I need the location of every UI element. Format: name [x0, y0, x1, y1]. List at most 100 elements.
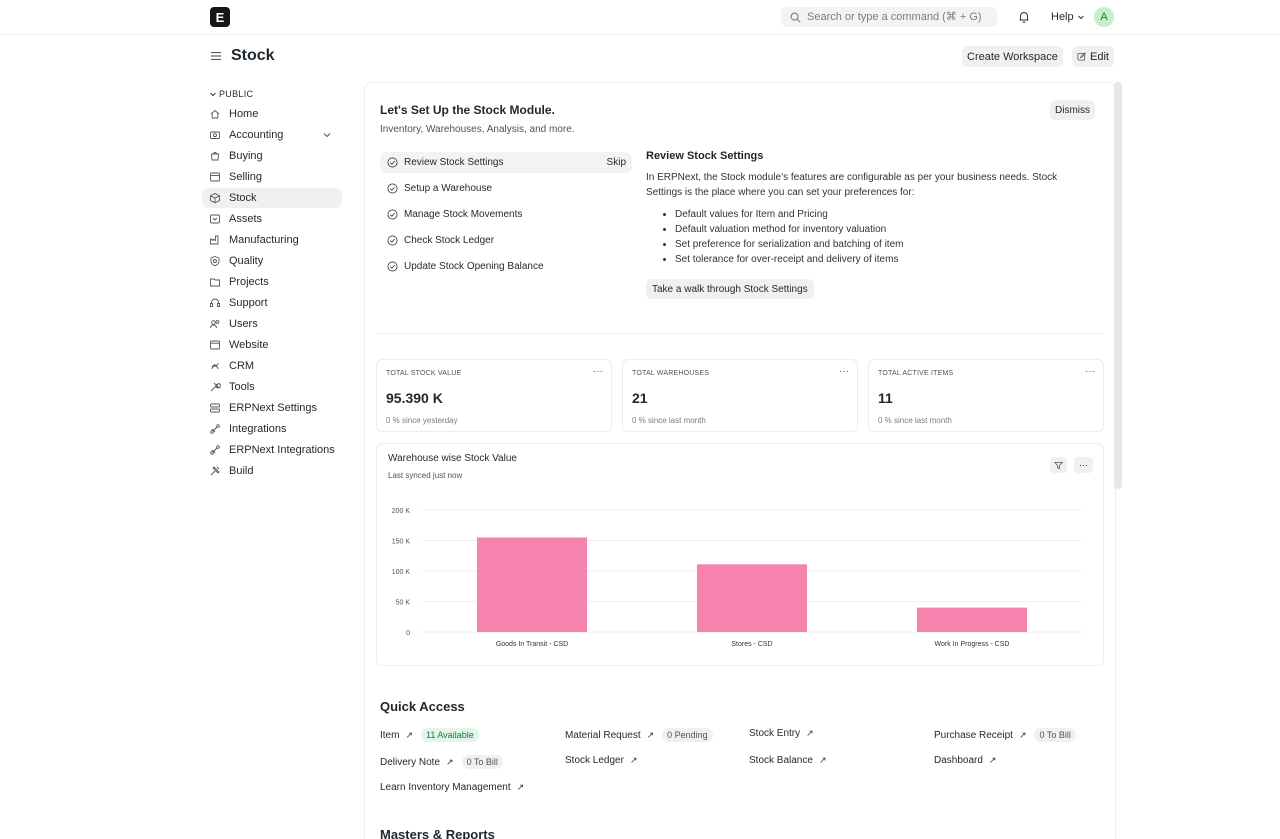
count-badge: 11 Available [421, 728, 479, 742]
search-input[interactable] [807, 11, 987, 23]
chart-more-button[interactable]: ··· [1074, 457, 1093, 473]
sidebar-item-crm[interactable]: CRM [202, 356, 342, 376]
onboarding-step[interactable]: Update Stock Opening Balance [380, 256, 632, 277]
dismiss-button[interactable]: Dismiss [1050, 100, 1095, 120]
more-options-icon[interactable]: ··· [839, 366, 849, 377]
chart-bar[interactable] [917, 607, 1027, 632]
sidebar-item-website[interactable]: Website [202, 335, 342, 355]
number-card-change: 0 % since last month [878, 416, 952, 425]
integrations-icon [210, 424, 220, 434]
app-logo[interactable]: E [210, 7, 230, 27]
chart-filter-button[interactable] [1050, 457, 1067, 473]
home-icon [210, 109, 220, 119]
sidebar-item-label: Selling [229, 171, 263, 183]
help-label: Help [1051, 11, 1074, 23]
create-workspace-button[interactable]: Create Workspace [962, 46, 1063, 67]
number-card-total-warehouses[interactable]: TOTAL WAREHOUSES ··· 21 0 % since last m… [622, 359, 858, 432]
quick-access-purchase-receipt[interactable]: Purchase Receipt ↗ 0 To Bill [934, 728, 1076, 742]
number-card-label: TOTAL WAREHOUSES [632, 370, 710, 377]
quick-access-material-request[interactable]: Material Request ↗ 0 Pending [565, 728, 713, 742]
y-tick-label: 200 K [392, 508, 411, 515]
quick-access-label: Material Request [565, 729, 641, 741]
sidebar-item-label: Home [229, 108, 259, 120]
edit-icon [1077, 52, 1086, 61]
onboarding-step[interactable]: Manage Stock Movements [380, 204, 632, 225]
sidebar-item-label: CRM [229, 360, 255, 372]
sidebar-item-stock[interactable]: Stock [202, 188, 342, 208]
sidebar-item-quality[interactable]: Quality [202, 251, 342, 271]
arrow-up-right-icon: ↗ [629, 755, 638, 765]
sidebar-item-support[interactable]: Support [202, 293, 342, 313]
sidebar-item-integrations[interactable]: Integrations [202, 419, 342, 439]
quick-access-label: Delivery Note [380, 756, 441, 768]
sidebar-item-selling[interactable]: Selling [202, 167, 342, 187]
projects-icon [210, 278, 220, 287]
manufacturing-icon [210, 235, 219, 245]
arrow-up-right-icon: ↗ [806, 728, 814, 738]
edit-label: Edit [1090, 50, 1109, 63]
crm-icon [211, 363, 219, 370]
workspace-content: Let's Set Up the Stock Module. Inventory… [364, 82, 1116, 839]
onboarding-step[interactable]: Setup a Warehouse [380, 178, 632, 199]
number-card-total-active-items[interactable]: TOTAL ACTIVE ITEMS ··· 11 0 % since last… [868, 359, 1104, 432]
sidebar-item-users[interactable]: Users [202, 314, 342, 334]
quick-access-item[interactable]: Item ↗ 11 Available [380, 728, 479, 742]
arrow-up-right-icon: ↗ [1018, 729, 1027, 740]
sidebar-item-build[interactable]: Build [202, 461, 342, 481]
quick-access-learn-inventory-management[interactable]: Learn Inventory Management ↗ [380, 782, 524, 793]
skip-button[interactable]: Skip [606, 157, 626, 168]
quick-access-delivery-note[interactable]: Delivery Note ↗ 0 To Bill [380, 755, 503, 769]
more-options-icon[interactable]: ··· [593, 366, 603, 377]
sidebar-item-erpnext-settings[interactable]: ERPNext Settings [202, 398, 342, 418]
chart-bar[interactable] [697, 564, 807, 632]
sidebar-item-assets[interactable]: Assets [202, 209, 342, 229]
more-options-icon[interactable]: ··· [1085, 366, 1095, 377]
quick-access-stock-balance[interactable]: Stock Balance ↗ [749, 755, 826, 766]
support-icon [210, 298, 220, 307]
search-bar[interactable] [781, 7, 997, 27]
chart-bar[interactable] [477, 537, 587, 632]
sidebar-section-public[interactable]: PUBLIC [209, 89, 253, 99]
avatar[interactable]: A [1094, 7, 1114, 27]
chart-title: Warehouse wise Stock Value [388, 453, 517, 464]
sidebar-item-erpnext-integrations[interactable]: ERPNext Integrations [202, 440, 342, 460]
sidebar-item-label: Users [229, 318, 258, 330]
navbar: E Help A [0, 0, 1280, 35]
chart-card-warehouse-stock-value: 0 50 K 100 K 150 K 200 K Goods In Transit - C… [376, 443, 1104, 666]
sidebar-item-label: Tools [229, 381, 255, 393]
integrations-icon [210, 445, 220, 455]
sidebar-item-home[interactable]: Home [202, 104, 342, 124]
scrollbar[interactable] [1114, 82, 1122, 489]
number-card-change: 0 % since yesterday [386, 416, 458, 425]
quick-access-stock-ledger[interactable]: Stock Ledger ↗ [565, 755, 637, 766]
onboarding-step[interactable]: Check Stock Ledger [380, 230, 632, 251]
onboarding-step[interactable]: Review Stock Settings Skip [380, 152, 632, 173]
sidebar-item-tools[interactable]: Tools [202, 377, 342, 397]
quick-access-dashboard[interactable]: Dashboard ↗ [934, 755, 996, 766]
sidebar-item-manufacturing[interactable]: Manufacturing [202, 230, 342, 250]
bar-chart: 0 50 K 100 K 150 K 200 K Goods In Transit - C… [392, 508, 1082, 648]
walkthrough-button[interactable]: Take a walk through Stock Settings [646, 279, 814, 299]
number-card-total-stock-value[interactable]: TOTAL STOCK VALUE ··· 95.390 K 0 % since… [376, 359, 612, 432]
sidebar-item-label: Build [229, 465, 254, 477]
help-dropdown[interactable]: Help [1051, 11, 1085, 23]
quick-access-stock-entry[interactable]: Stock Entry ↗ [749, 728, 814, 739]
users-icon [210, 320, 220, 329]
sidebar-item-projects[interactable]: Projects [202, 272, 342, 292]
count-badge: 0 To Bill [1034, 728, 1076, 742]
sidebar-item-buying[interactable]: Buying [202, 146, 342, 166]
sidebar-item-label: Assets [229, 213, 263, 225]
notification-bell-icon[interactable] [1017, 10, 1031, 24]
list-item: Default valuation method for inventory v… [675, 222, 903, 237]
chevron-down-icon [210, 92, 216, 97]
x-tick-label: Stores - CSD [731, 641, 772, 648]
sidebar-item-label: Support [229, 297, 268, 309]
hamburger-menu-icon[interactable] [210, 50, 222, 62]
chevron-down-icon[interactable] [322, 130, 332, 140]
masters-reports-title: Masters & Reports [380, 827, 495, 839]
edit-button[interactable]: Edit [1072, 46, 1114, 67]
sidebar-item-label: Accounting [229, 129, 284, 141]
selling-icon [210, 172, 220, 182]
sidebar-item-accounting[interactable]: Accounting [202, 125, 342, 145]
y-tick-label: 150 K [392, 539, 411, 546]
